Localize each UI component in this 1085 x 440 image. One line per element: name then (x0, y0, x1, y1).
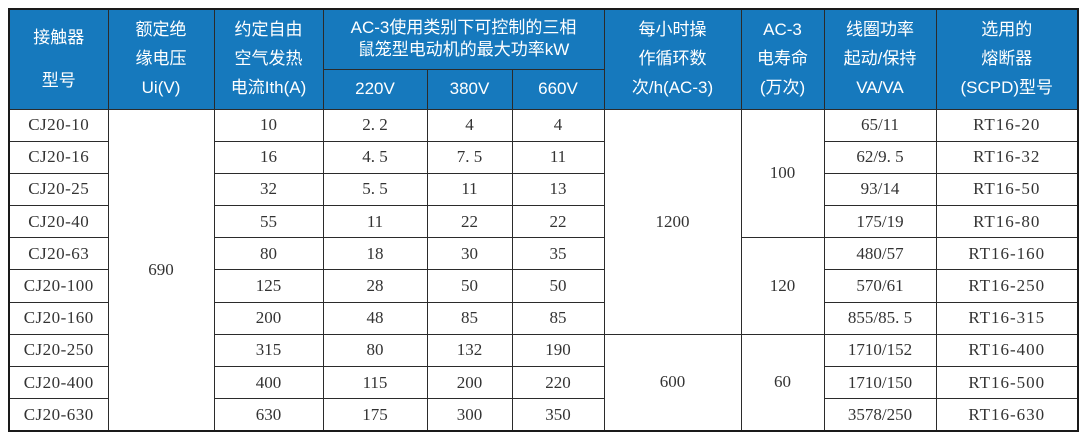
cell-p380: 85 (426, 301, 513, 335)
cell-ith: 55 (213, 205, 324, 239)
cell-model: CJ20-250 (8, 333, 109, 368)
table-row: CJ20-630 630 175 300 350 3578/250 RT16-6… (8, 398, 1079, 432)
cell-p380: 50 (426, 269, 513, 303)
table-row: CJ20-160 200 48 85 85 855/85. 5 RT16-315 (8, 301, 1079, 335)
cell-p660: 85 (511, 301, 605, 335)
header-cycles-per-hour: 每小时操 作循环数 次/h(AC-3) (603, 8, 742, 110)
cell-p660: 220 (511, 365, 605, 400)
cell-p220: 2. 2 (322, 108, 428, 142)
header-thermal-current: 约定自由 空气发热 电流Ith(A) (213, 8, 324, 110)
cell-cycles-group1: 1200 (603, 108, 742, 335)
table-row: CJ20-100 125 28 50 50 570/61 RT16-250 (8, 269, 1079, 303)
cell-coil: 570/61 (823, 269, 937, 303)
cell-fuse: RT16-20 (935, 108, 1079, 142)
cell-ith: 315 (213, 333, 324, 368)
cell-ith: 630 (213, 398, 324, 432)
table-row: CJ20-63 80 18 30 35 120 480/57 RT16-160 (8, 237, 1079, 335)
cell-model: CJ20-25 (8, 172, 109, 207)
cell-p380: 7. 5 (426, 140, 513, 174)
cell-p220: 80 (322, 333, 428, 368)
cell-p660: 190 (511, 333, 605, 368)
cell-life-group1: 100 (740, 108, 825, 239)
cell-life-group3: 60 (740, 333, 825, 432)
cell-model: CJ20-100 (8, 269, 109, 303)
cell-fuse: RT16-315 (935, 301, 1079, 335)
cell-model: CJ20-160 (8, 301, 109, 335)
cell-p220: 175 (322, 398, 428, 432)
header-model: 接触器 型号 (8, 8, 109, 110)
cell-coil: 3578/250 (823, 398, 937, 432)
cell-fuse: RT16-32 (935, 140, 1079, 174)
cell-coil: 480/57 (823, 237, 937, 271)
cell-p380: 22 (426, 205, 513, 239)
cell-model: CJ20-16 (8, 140, 109, 174)
cell-ith: 200 (213, 301, 324, 335)
cell-life-group2: 120 (740, 237, 825, 335)
cell-p220: 11 (322, 205, 428, 239)
cell-p660: 13 (511, 172, 605, 207)
cell-p380: 30 (426, 237, 513, 271)
cell-p380: 4 (426, 108, 513, 142)
cell-fuse: RT16-160 (935, 237, 1079, 271)
cell-p660: 50 (511, 269, 605, 303)
cell-model: CJ20-630 (8, 398, 109, 432)
cell-p380: 132 (426, 333, 513, 368)
cell-model: CJ20-40 (8, 205, 109, 239)
cell-fuse: RT16-630 (935, 398, 1079, 432)
cell-p660: 35 (511, 237, 605, 271)
cell-model: CJ20-400 (8, 365, 109, 400)
header-coil-power: 线圈功率 起动/保持 VA/VA (823, 8, 937, 110)
table-row: CJ20-40 55 11 22 22 175/19 RT16-80 (8, 205, 1079, 239)
cell-p220: 48 (322, 301, 428, 335)
cell-p660: 22 (511, 205, 605, 239)
cell-ith: 80 (213, 237, 324, 271)
cell-p220: 28 (322, 269, 428, 303)
cell-ith: 125 (213, 269, 324, 303)
header-380v: 380V (426, 68, 513, 110)
header-220v: 220V (322, 68, 428, 110)
cell-cycles-group2: 600 (603, 333, 742, 432)
header-insulation-voltage: 额定绝 缘电压 Ui(V) (107, 8, 215, 110)
cell-p380: 300 (426, 398, 513, 432)
cell-ith: 16 (213, 140, 324, 174)
table-row: CJ20-25 32 5. 5 11 13 93/14 RT16-50 (8, 172, 1079, 207)
cell-p220: 4. 5 (322, 140, 428, 174)
cell-fuse: RT16-80 (935, 205, 1079, 239)
cell-fuse: RT16-250 (935, 269, 1079, 303)
cell-p220: 18 (322, 237, 428, 271)
cell-p380: 200 (426, 365, 513, 400)
header-660v: 660V (511, 68, 605, 110)
cell-ith: 10 (213, 108, 324, 142)
cell-insulation-voltage: 690 (107, 108, 215, 432)
cell-fuse: RT16-500 (935, 365, 1079, 400)
table-row: CJ20-250 315 80 132 190 600 60 1710/152 … (8, 333, 1079, 432)
header-fuse-model: 选用的 熔断器 (SCPD)型号 (935, 8, 1079, 110)
cell-model: CJ20-63 (8, 237, 109, 271)
header-ac3-max-power: AC-3使用类别下可控制的三相 鼠笼型电动机的最大功率kW (322, 8, 605, 70)
cell-fuse: RT16-50 (935, 172, 1079, 207)
cell-coil: 1710/150 (823, 365, 937, 400)
table-row: CJ20-400 400 115 200 220 1710/150 RT16-5… (8, 365, 1079, 400)
cell-p380: 11 (426, 172, 513, 207)
cell-fuse: RT16-400 (935, 333, 1079, 368)
cell-p220: 115 (322, 365, 428, 400)
cell-coil: 1710/152 (823, 333, 937, 368)
cell-ith: 32 (213, 172, 324, 207)
cell-coil: 65/11 (823, 108, 937, 142)
header-electrical-life: AC-3 电寿命 (万次) (740, 8, 825, 110)
cell-p660: 350 (511, 398, 605, 432)
cell-coil: 855/85. 5 (823, 301, 937, 335)
cell-ith: 400 (213, 365, 324, 400)
cell-coil: 62/9. 5 (823, 140, 937, 174)
cell-p660: 4 (511, 108, 605, 142)
cell-p220: 5. 5 (322, 172, 428, 207)
cell-coil: 93/14 (823, 172, 937, 207)
cell-model: CJ20-10 (8, 108, 109, 142)
cell-coil: 175/19 (823, 205, 937, 239)
contactor-spec-table: 接触器 型号 额定绝 缘电压 Ui(V) 约定自由 空气发热 电流Ith(A) … (8, 8, 1079, 432)
cell-p660: 11 (511, 140, 605, 174)
table-row: CJ20-10 690 10 2. 2 4 4 1200 100 65/11 R… (8, 108, 1079, 432)
